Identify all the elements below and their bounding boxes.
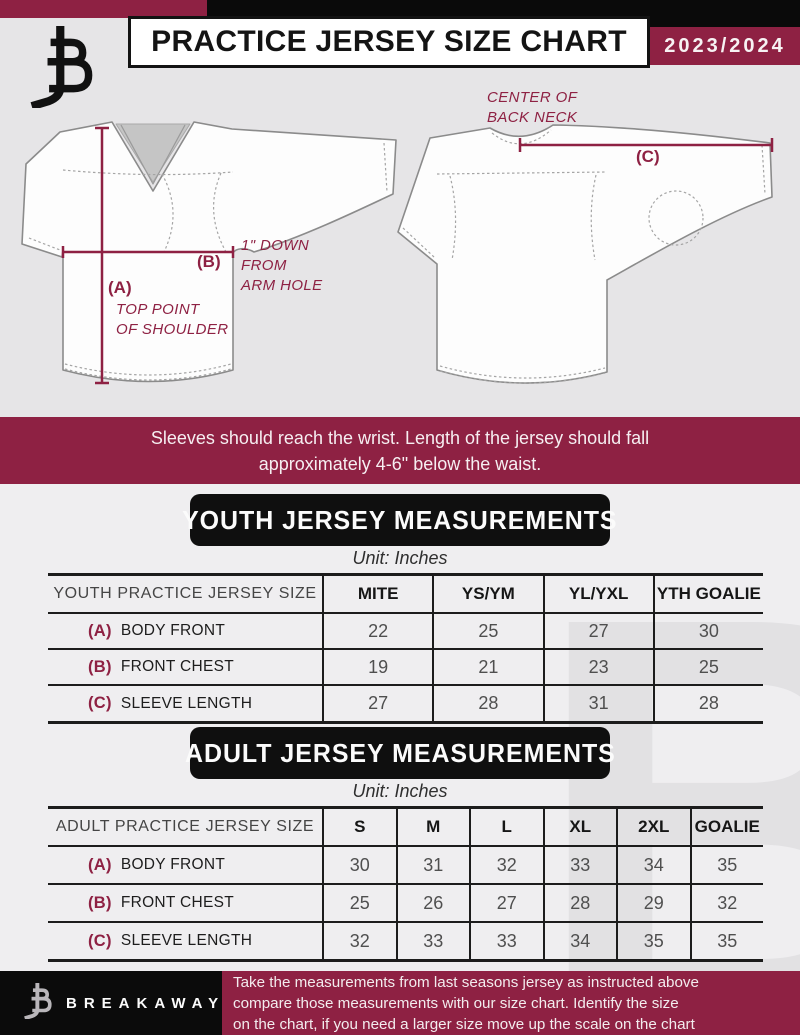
table-header-row: ADULT PRACTICE JERSEY SIZE S M L XL 2XL … <box>48 809 763 847</box>
page-title: PRACTICE JERSEY SIZE CHART <box>151 25 627 58</box>
table-cell: 35 <box>689 847 764 883</box>
footer-note-line2: compare those measurements with our size… <box>233 994 679 1012</box>
measure-c-label: (C) <box>636 147 660 166</box>
adult-size-table: ADULT PRACTICE JERSEY SIZE S M L XL 2XL … <box>48 806 763 962</box>
breakaway-b-watermark-icon: B <box>530 496 800 1035</box>
table-cell: 35 <box>616 923 690 959</box>
table-cell: 26 <box>395 885 470 921</box>
jersey-diagrams <box>21 121 774 385</box>
measurement-lines <box>61 126 774 385</box>
adult-section-heading: ADULT JERSEY MEASUREMENTS <box>184 737 616 768</box>
season-label: 2023/2024 <box>664 34 786 57</box>
fit-note-line2: approximately 4-6" below the waist. <box>258 453 542 474</box>
table-cell: 32 <box>689 885 764 921</box>
row-label: FRONT CHEST <box>120 894 235 911</box>
table-cell: 23 <box>542 650 653 684</box>
breakaway-b-logo-icon <box>24 981 54 1024</box>
brand-name: BREAKAWAY <box>66 994 226 1012</box>
measure-b-label: (B) <box>197 252 221 271</box>
youth-unit-label: Unit: Inches <box>352 548 448 568</box>
back-jersey-diagram <box>397 124 773 384</box>
table-cell: 32 <box>469 847 543 883</box>
table-row: (B) FRONT CHEST 25 26 27 28 29 32 <box>48 885 763 923</box>
row-label: FRONT CHEST <box>120 658 235 675</box>
row-prefix: (A) <box>88 855 112 874</box>
table-cell: 29 <box>616 885 690 921</box>
table-cell: 34 <box>616 847 690 883</box>
table-cell: 32 <box>322 923 396 959</box>
fit-note-banner: Sleeves should reach the wrist. Length o… <box>0 417 800 484</box>
table-cell: 27 <box>322 686 432 721</box>
column-header: YS/YM <box>432 576 542 612</box>
column-header: S <box>322 809 396 845</box>
row-prefix: (C) <box>88 931 112 950</box>
table-cell: 30 <box>652 614 763 648</box>
table-cell: 25 <box>652 650 763 684</box>
table-row: (A) BODY FRONT 30 31 32 33 34 35 <box>48 847 763 885</box>
column-header: MITE <box>322 576 432 612</box>
table-cell: 22 <box>322 614 432 648</box>
column-header: 2XL <box>616 809 690 845</box>
fit-note-line1: Sleeves should reach the wrist. Length o… <box>150 427 650 448</box>
table-cell: 33 <box>542 847 617 883</box>
footer-brand: BREAKAWAY <box>24 971 225 1035</box>
table-cell: 27 <box>469 885 543 921</box>
table-cell: 30 <box>322 847 396 883</box>
season-badge: 2023/2024 <box>650 27 800 65</box>
column-header: M <box>395 809 470 845</box>
measure-a-label: (A) <box>108 278 132 297</box>
row-label: SLEEVE LENGTH <box>120 932 253 949</box>
column-header: XL <box>542 809 617 845</box>
table-cell: 34 <box>542 923 617 959</box>
adult-unit-label: Unit: Inches <box>352 781 448 801</box>
row-prefix: (B) <box>88 893 112 912</box>
table-cell: 25 <box>432 614 542 648</box>
shoulder-note: TOP POINT OF SHOULDER <box>116 301 229 338</box>
table-cell: 35 <box>689 923 764 959</box>
table-cell: 31 <box>542 686 653 721</box>
table-row: (B) FRONT CHEST 19 21 23 25 <box>48 650 763 686</box>
table-cell: 31 <box>395 847 470 883</box>
row-prefix: (B) <box>88 657 112 676</box>
table-cell: 27 <box>542 614 653 648</box>
row-label: SLEEVE LENGTH <box>120 694 253 712</box>
adult-section-heading-banner: ADULT JERSEY MEASUREMENTS <box>185 727 614 779</box>
footer-note-line1: Take the measurements from last seasons … <box>233 973 699 991</box>
breakaway-b-logo-icon <box>26 24 102 113</box>
column-header: YOUTH PRACTICE JERSEY SIZE <box>53 585 317 602</box>
table-header-row: YOUTH PRACTICE JERSEY SIZE MITE YS/YM YL… <box>48 576 763 614</box>
table-cell: 21 <box>432 650 542 684</box>
table-row: (A) BODY FRONT 22 25 27 30 <box>48 614 763 650</box>
youth-section-heading: YOUTH JERSEY MEASUREMENTS <box>182 504 618 535</box>
youth-section-heading-banner: YOUTH JERSEY MEASUREMENTS <box>182 494 617 546</box>
row-label: BODY FRONT <box>120 856 226 873</box>
table-cell: 33 <box>469 923 543 959</box>
table-cell: 28 <box>432 686 542 721</box>
column-header: YL/YXL <box>542 576 653 612</box>
table-cell: 28 <box>542 885 617 921</box>
table-row: (C) SLEEVE LENGTH 27 28 31 28 <box>48 686 763 721</box>
table-cell: 19 <box>322 650 432 684</box>
table-cell: 28 <box>652 686 763 721</box>
table-row: (C) SLEEVE LENGTH 32 33 33 34 35 35 <box>48 923 763 959</box>
table-cell: 33 <box>395 923 470 959</box>
column-header: ADULT PRACTICE JERSEY SIZE <box>55 818 315 835</box>
row-prefix: (A) <box>88 621 112 640</box>
footer-instructions: Take the measurements from last seasons … <box>222 971 800 1035</box>
row-label: BODY FRONT <box>120 622 226 639</box>
armhole-note: 1" DOWN FROM ARM HOLE <box>241 237 323 294</box>
youth-size-table: YOUTH PRACTICE JERSEY SIZE MITE YS/YM YL… <box>48 573 763 724</box>
header-maroon-bar <box>0 0 207 18</box>
column-header: GOALIE <box>689 809 764 845</box>
row-prefix: (C) <box>88 694 112 712</box>
page-title-box: PRACTICE JERSEY SIZE CHART <box>128 16 650 68</box>
column-header: YTH GOALIE <box>652 576 763 612</box>
column-header: L <box>469 809 543 845</box>
back-neck-note: CENTER OF BACK NECK <box>487 89 578 126</box>
footer-note-line3: on the chart, if you need a larger size … <box>233 1015 695 1033</box>
table-cell: 25 <box>322 885 396 921</box>
